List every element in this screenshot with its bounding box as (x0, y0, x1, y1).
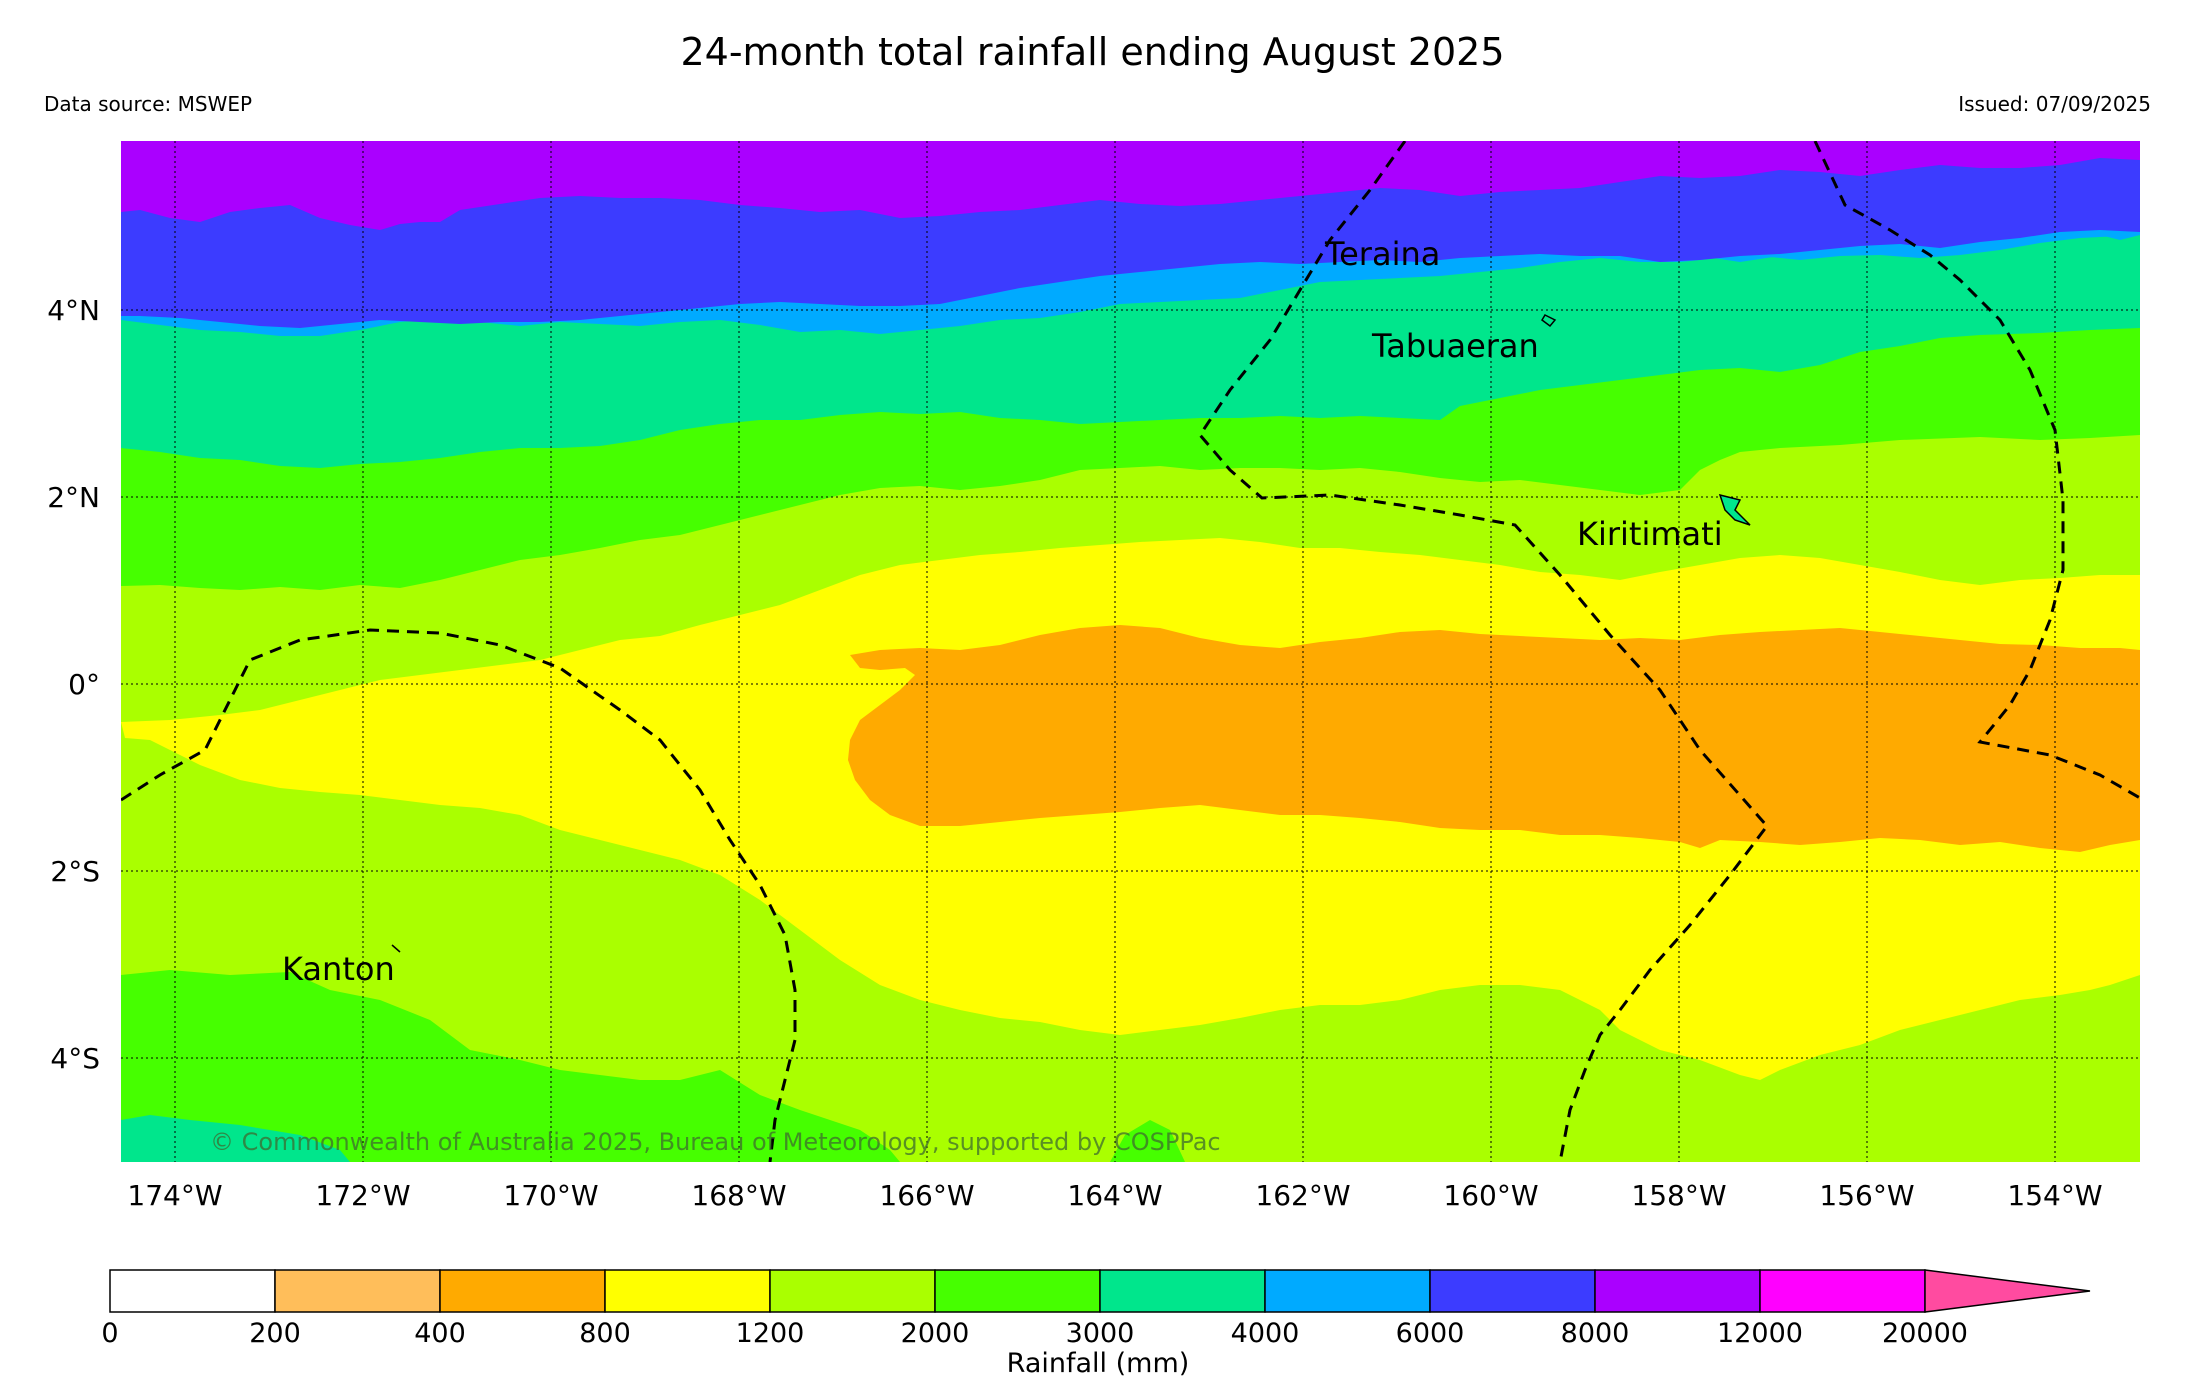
colorbar-swatch (109, 1269, 276, 1313)
band-400-800 (848, 625, 2140, 852)
band-green-patch (1110, 1120, 1185, 1162)
lat-label-4n: 4°N (47, 294, 100, 327)
colorbar-tick-label: 2000 (901, 1318, 970, 1349)
band-3000-4000-south (121, 1115, 350, 1162)
lon-label-174w: 174°W (127, 1179, 222, 1212)
colorbar-tick-label: 3000 (1066, 1318, 1135, 1349)
kiritimati-island (1718, 493, 1751, 526)
graticule (121, 141, 2140, 1162)
lat-label-2s: 2°S (50, 855, 100, 888)
colorbar-tick-label: 800 (579, 1318, 631, 1349)
kanton-island (391, 944, 401, 953)
tabuaeran-island (1541, 314, 1557, 328)
colorbar-extension (1924, 1269, 2091, 1313)
lat-label-2n: 2°N (47, 481, 100, 514)
colorbar-tick-label: 200 (249, 1318, 301, 1349)
lat-label-4s: 4°S (50, 1042, 100, 1075)
label-kiritimati: Kiritimati (1577, 515, 1723, 553)
lon-label-172w: 172°W (315, 1179, 410, 1212)
map-title: 24-month total rainfall ending August 20… (680, 30, 1505, 74)
colorbar (109, 1269, 2091, 1313)
rainfall-contours (121, 141, 2140, 1162)
colorbar-tick-label: 400 (414, 1318, 466, 1349)
colorbar-ticks: 0 200 400 800 1200 2000 3000 4000 6000 8000 12000 2… (101, 1318, 1968, 1349)
lon-label-168w: 168°W (691, 1179, 786, 1212)
colorbar-tick-label: 20000 (1882, 1318, 1968, 1349)
colorbar-swatch (1264, 1269, 1431, 1313)
label-teraina: Teraina (1324, 235, 1440, 273)
copyright-notice: © Commonwealth of Australia 2025, Bureau… (210, 1128, 1221, 1156)
lon-label-156w: 156°W (1819, 1179, 1914, 1212)
colorbar-tick-label: 6000 (1396, 1318, 1465, 1349)
colorbar-swatch (934, 1269, 1101, 1313)
band-2000-3000-south (121, 970, 900, 1162)
colorbar-swatch (1594, 1269, 1761, 1313)
colorbar-tick-label: 8000 (1561, 1318, 1630, 1349)
lon-label-166w: 166°W (879, 1179, 974, 1212)
band-8000-12000 (121, 141, 2140, 230)
lon-label-164w: 164°W (1067, 1179, 1162, 1212)
islands (391, 314, 1751, 953)
colorbar-title: Rainfall (mm) (1007, 1348, 1190, 1379)
colorbar-swatch (1099, 1269, 1266, 1313)
colorbar-tick-label: 12000 (1717, 1318, 1803, 1349)
lon-label-158w: 158°W (1631, 1179, 1726, 1212)
lon-label-162w: 162°W (1255, 1179, 1350, 1212)
issued-date: Issued: 07/09/2025 (1958, 92, 2151, 116)
lon-label-154w: 154°W (2007, 1179, 2102, 1212)
colorbar-swatch (439, 1269, 606, 1313)
lon-label-160w: 160°W (1443, 1179, 1538, 1212)
colorbar-tick-label: 1200 (736, 1318, 805, 1349)
colorbar-swatch (1429, 1269, 1596, 1313)
label-tabuaeran: Tabuaeran (1371, 327, 1539, 365)
colorbar-tick-label: 4000 (1231, 1318, 1300, 1349)
colorbar-swatch (604, 1269, 771, 1313)
colorbar-swatch (1759, 1269, 1926, 1313)
colorbar-swatch (769, 1269, 936, 1313)
lat-label-0: 0° (68, 668, 100, 701)
lon-label-170w: 170°W (503, 1179, 598, 1212)
label-kanton: Kanton (282, 950, 395, 988)
data-source-label: Data source: MSWEP (44, 92, 253, 116)
eez-boundaries (121, 141, 2140, 1162)
colorbar-swatch (274, 1269, 441, 1313)
colorbar-tick-label: 0 (101, 1318, 118, 1349)
